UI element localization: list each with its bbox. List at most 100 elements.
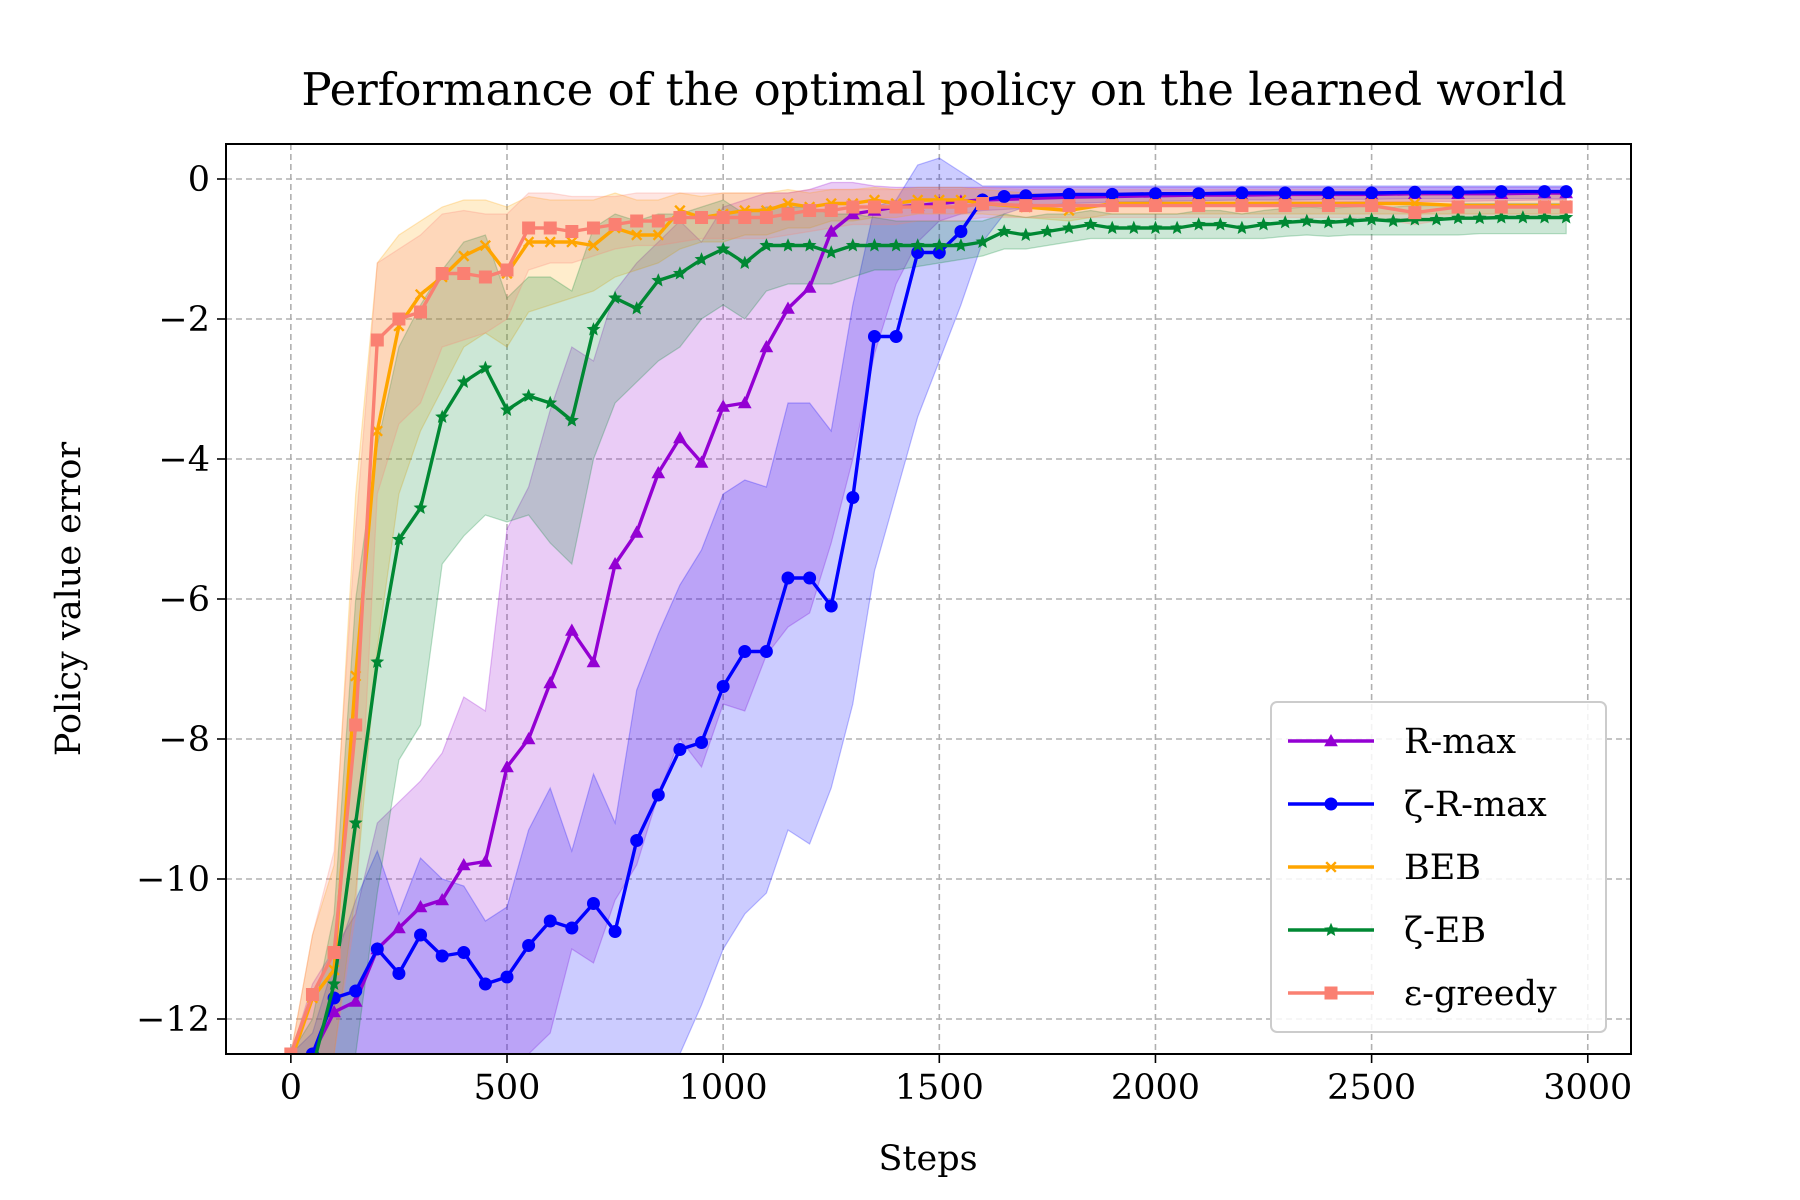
data-point — [1559, 210, 1574, 224]
data-point — [327, 976, 342, 990]
data-point — [1083, 217, 1098, 231]
data-point — [803, 571, 817, 585]
data-point — [370, 654, 385, 668]
data-point — [1299, 213, 1314, 227]
data-point — [1170, 220, 1185, 234]
data-point — [1429, 212, 1444, 226]
data-point — [1408, 185, 1422, 199]
data-point — [1364, 212, 1379, 226]
data-point — [802, 280, 817, 293]
data-point — [889, 200, 903, 214]
data-point — [954, 225, 968, 238]
data-point — [651, 214, 665, 228]
data-point — [392, 967, 406, 980]
data-point — [781, 571, 795, 585]
data-point — [1451, 185, 1465, 199]
data-point — [1235, 186, 1249, 200]
data-point — [1324, 986, 1338, 1000]
data-point — [911, 200, 925, 214]
data-point — [845, 238, 860, 252]
data-point — [1386, 213, 1401, 227]
data-point — [889, 330, 903, 343]
data-point — [457, 946, 471, 959]
data-point — [479, 239, 492, 252]
data-point — [608, 925, 622, 938]
data-point — [910, 238, 925, 252]
data-point — [457, 267, 471, 280]
data-point — [975, 234, 990, 248]
data-point — [586, 221, 600, 235]
x-tick-label: 2500 — [1327, 1068, 1416, 1108]
data-point — [824, 204, 838, 217]
data-point — [522, 236, 535, 248]
data-point — [1538, 185, 1552, 199]
x-tick-label: 0 — [280, 1068, 302, 1108]
data-point — [522, 221, 536, 235]
data-point — [587, 239, 600, 252]
data-point — [478, 977, 492, 991]
data-point — [1324, 797, 1338, 811]
data-point — [1515, 210, 1530, 224]
data-point — [737, 395, 752, 409]
x-tick-label: 500 — [474, 1068, 541, 1108]
data-point — [759, 238, 774, 252]
x-tick-label: 1000 — [679, 1068, 768, 1108]
data-point — [1494, 200, 1508, 214]
data-point — [781, 301, 795, 314]
data-point — [458, 250, 470, 262]
data-point — [629, 525, 644, 538]
y-axis-label: Policy value error — [49, 442, 89, 757]
data-point — [500, 402, 514, 416]
data-point — [521, 731, 536, 745]
y-tick-label: −6 — [158, 580, 210, 620]
data-point — [1472, 210, 1487, 225]
legend: R-max ζ-R-max BEB ζ-EB ε-greedy — [1270, 701, 1607, 1033]
x-axis-label: Steps — [878, 1139, 977, 1179]
data-point — [608, 290, 623, 304]
data-point — [759, 211, 773, 224]
data-point — [348, 994, 363, 1007]
series-lines — [284, 185, 1574, 1054]
data-point — [824, 245, 839, 259]
y-tick-label: −12 — [136, 1000, 210, 1040]
legend-box — [1270, 701, 1607, 1033]
data-point — [1321, 186, 1335, 200]
legend-label: BEB — [1404, 848, 1481, 888]
data-point — [435, 892, 450, 906]
data-point — [348, 815, 363, 829]
data-point — [695, 211, 709, 224]
data-point — [1538, 200, 1552, 214]
data-point — [456, 857, 471, 871]
data-point — [1040, 224, 1055, 238]
data-point — [1148, 220, 1163, 234]
data-point — [608, 556, 622, 570]
data-point — [1235, 199, 1249, 213]
y-tick-label: −2 — [158, 300, 210, 340]
data-point — [867, 330, 881, 343]
data-point — [997, 190, 1011, 203]
y-tick-label: −10 — [136, 860, 210, 900]
data-point — [392, 312, 406, 326]
data-point — [1105, 199, 1119, 213]
data-point — [759, 645, 773, 658]
data-point — [1234, 220, 1249, 234]
data-point — [370, 333, 384, 347]
data-point — [1256, 217, 1271, 231]
data-point — [1278, 186, 1292, 200]
data-point — [738, 645, 752, 658]
data-point — [565, 921, 579, 935]
data-point — [954, 200, 968, 214]
data-point — [716, 680, 730, 693]
data-point — [651, 788, 665, 802]
legend-label: ε-greedy — [1404, 974, 1557, 1014]
data-point — [1062, 220, 1076, 234]
data-point — [651, 273, 666, 287]
data-point — [1325, 861, 1337, 873]
data-point — [737, 255, 752, 269]
data-point — [673, 743, 687, 756]
x-tick-label: 2000 — [1111, 1068, 1200, 1108]
data-point — [544, 236, 556, 248]
data-point — [694, 455, 709, 468]
data-point — [456, 374, 471, 388]
